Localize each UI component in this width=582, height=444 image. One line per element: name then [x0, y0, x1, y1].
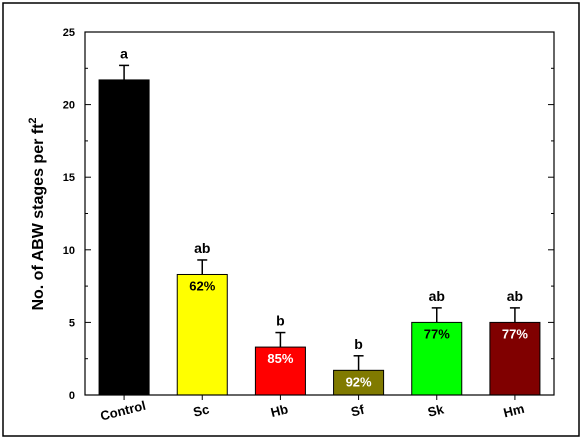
x-tick-label-hb: Hb	[269, 401, 290, 420]
significance-letter-control: a	[120, 45, 128, 61]
reduction-label-hb: 85%	[267, 351, 293, 366]
x-tick-label-sk: Sk	[426, 401, 446, 420]
y-tick-label-10: 10	[63, 245, 75, 257]
y-tick-label-25: 25	[63, 27, 75, 39]
reduction-label-hm: 77%	[502, 326, 528, 341]
x-tick-label-sf: Sf	[349, 402, 366, 420]
y-axis-title-superscript: 2	[27, 117, 39, 123]
y-tick-label-0: 0	[69, 390, 75, 402]
y-axis-title-text: No. of ABW stages per ft	[30, 123, 47, 311]
y-tick-label-20: 20	[63, 100, 75, 112]
y-tick-label-15: 15	[63, 172, 75, 184]
reduction-label-sf: 92%	[346, 374, 372, 389]
errorbars-layer	[119, 64, 520, 371]
y-axis-title: No. of ABW stages per ft2	[27, 117, 47, 310]
x-tick-label-sc: Sc	[192, 401, 211, 419]
significance-letter-sc: ab	[194, 240, 210, 256]
significance-letter-sk: ab	[429, 288, 445, 304]
bar-control	[98, 79, 150, 396]
reduction-label-sc: 62%	[189, 278, 215, 293]
bar-hb	[254, 346, 306, 396]
reduction-label-sk: 77%	[424, 326, 450, 341]
x-tick-label-hm: Hm	[502, 401, 526, 421]
y-tick-label-5: 5	[69, 317, 75, 329]
significance-letter-hm: ab	[507, 288, 523, 304]
y-axis: 0 5 10 15 20 25	[63, 27, 554, 402]
bar-sk	[411, 321, 463, 396]
labels-layer: a ab 62% b 85% b 92% ab 77% ab 77%	[120, 45, 528, 389]
significance-letter-hb: b	[276, 313, 285, 329]
significance-letter-sf: b	[354, 336, 363, 352]
